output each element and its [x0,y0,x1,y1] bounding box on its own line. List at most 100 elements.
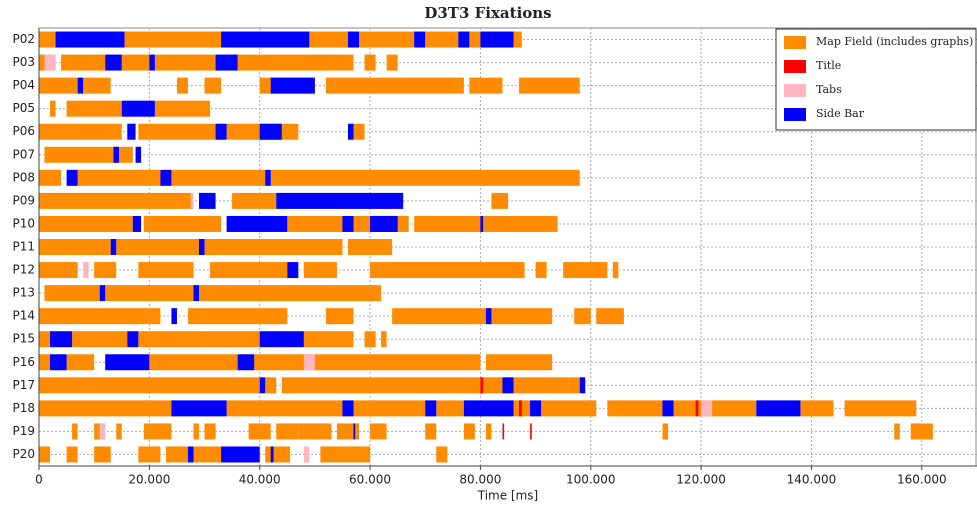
fixation-segment [463,423,475,440]
fixation-segment [508,354,553,371]
fixation-segment [513,377,569,394]
fixation-segment [215,54,238,71]
fixation-segment [254,354,481,371]
y-tick-label: P08 [12,170,35,184]
fixation-segment [756,400,801,417]
fixation-segment [695,400,699,417]
fixation-segment [39,262,78,279]
fixation-segment [844,400,917,417]
fixation-segment [135,146,142,163]
fixation-segment [325,77,464,94]
fixation-segment [187,308,205,325]
fixation-segment [171,169,266,186]
x-tick-label: 40.000 [239,473,281,487]
fixation-segment [370,262,525,279]
fixation-segment [50,331,73,348]
fixation-segment [50,100,56,117]
fixation-segment [39,354,51,371]
fixation-segment [44,146,117,163]
fixation-segment [94,446,111,463]
x-axis-label: Time [ms] [477,489,539,503]
fixation-segment [39,31,56,48]
fixation-segment [132,215,142,232]
y-tick-label: P14 [12,309,35,323]
fixation-segment [894,423,900,440]
fixation-segment [39,308,161,325]
fixation-segment [347,123,354,140]
fixation-segment [171,400,227,417]
y-tick-label: P12 [12,263,35,277]
fixation-segment [519,77,580,94]
legend-label: Title [816,59,841,72]
legend-swatch [784,60,806,73]
fixation-segment [541,400,597,417]
fixation-segment [149,354,238,371]
fixation-segment [458,31,470,48]
y-tick-label: P09 [12,193,35,207]
fixation-segment [99,423,106,440]
fixation-segment [502,423,505,440]
fixation-segment [303,446,310,463]
fixation-segment [463,400,514,417]
fixation-segment [143,215,222,232]
fixation-segment [187,446,194,463]
y-tick-label: P02 [12,32,35,46]
x-tick-label: 80.000 [459,473,501,487]
y-tick-label: P15 [12,332,35,346]
legend-label: Map Field (includes graphs) [816,35,973,48]
y-tick-label: P10 [12,216,35,230]
fixation-segment [237,354,255,371]
fixation-segment [364,331,376,348]
fixation-segment [563,262,608,279]
fixation-segment [469,31,481,48]
fixation-segment [204,423,216,440]
fixation-segment [94,262,117,279]
fixation-segment [265,377,277,394]
fixation-segment [276,423,299,440]
fixation-segment [513,31,522,48]
fixation-segment [359,31,415,48]
fixation-segment [596,308,624,325]
fixation-segment [221,31,310,48]
fixation-segment [127,331,139,348]
fixation-segment [72,331,128,348]
fixation-segment [414,31,426,48]
bars [39,31,933,463]
y-tick-label: P18 [12,401,35,415]
fixation-segment [226,400,343,417]
fixation-segment [568,377,580,394]
fixation-segment [39,331,51,348]
fixation-segment [259,123,282,140]
fixation-segment [287,215,343,232]
fixation-segment [281,377,503,394]
fixation-segment [39,169,62,186]
fixation-segment [99,285,106,302]
fixation-segment [662,400,674,417]
fixation-segment [39,123,122,140]
y-tick-label: P13 [12,286,35,300]
fixation-segment [469,77,503,94]
legend-label: Side Bar [816,107,865,120]
fixation-segment [39,400,172,417]
fixation-segment [83,262,89,279]
fixation-segment [491,192,508,209]
fixation-segment [303,354,315,371]
fixation-segment [116,146,133,163]
fixation-segment [386,54,398,71]
y-tick-label: P16 [12,355,35,369]
fixation-segment [259,331,304,348]
axes: 0 20.000 40.000 60.000 80.000 100.000 120.000 1… [12,28,977,487]
fixation-segment [353,400,426,417]
legend-swatch [784,84,806,97]
x-tick-label: 0 [35,473,43,487]
fixation-segment [77,77,84,94]
fixation-segment [199,239,205,255]
fixation-segment [61,54,106,71]
fixation-segment [298,423,332,440]
fixation-segment [607,400,663,417]
fixation-segment [39,239,111,255]
x-tick-label: 120.000 [676,473,726,487]
y-tick-label: P05 [12,101,35,115]
legend: Map Field (includes graphs) Title Tabs Side… [775,28,977,131]
